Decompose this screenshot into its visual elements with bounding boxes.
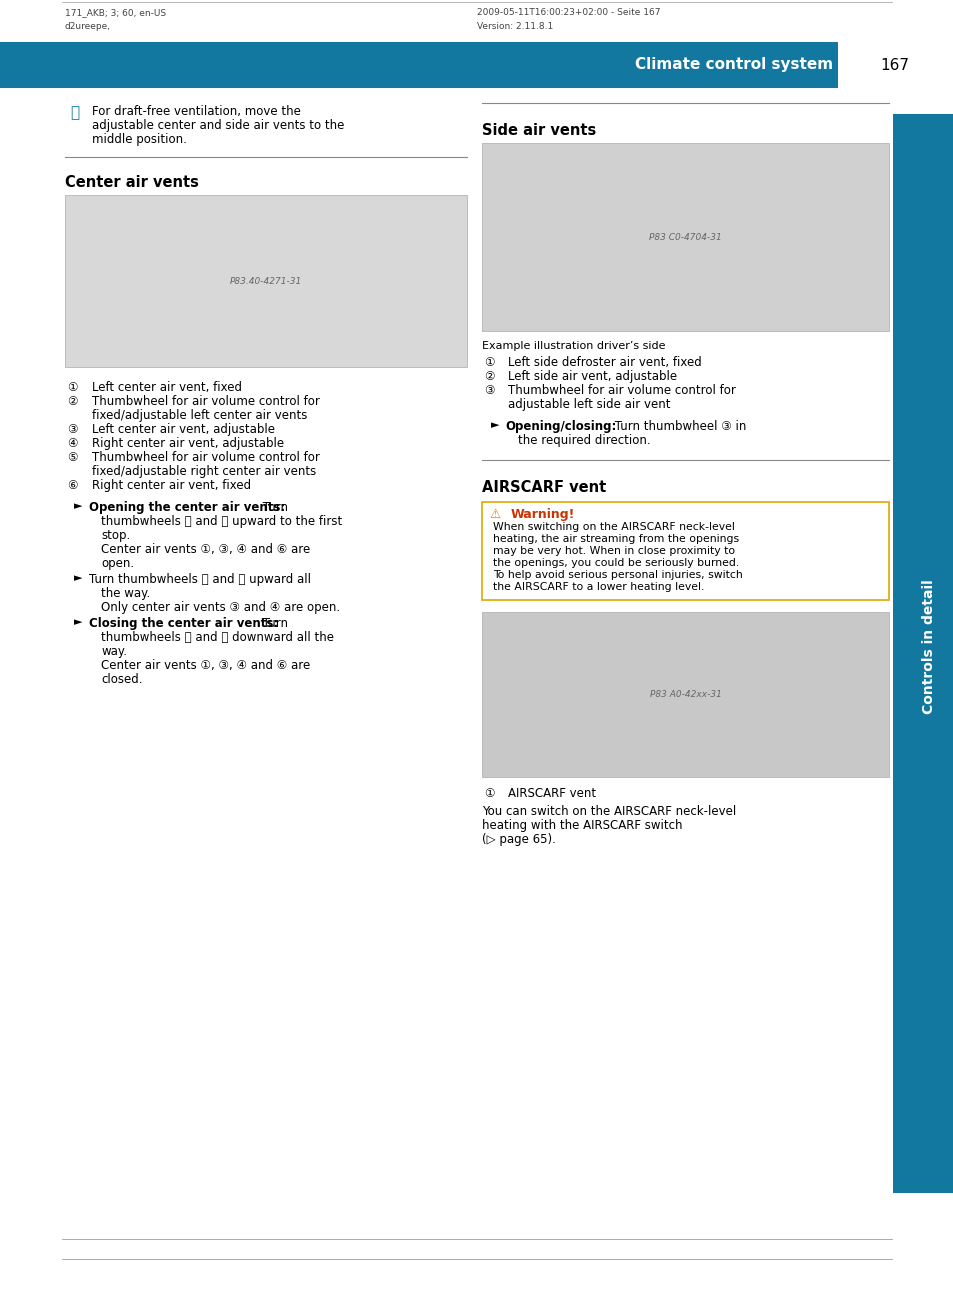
Text: fixed/adjustable right center air vents: fixed/adjustable right center air vents — [91, 465, 315, 477]
Text: stop.: stop. — [101, 529, 131, 542]
Text: Turn thumbwheel ③ in: Turn thumbwheel ③ in — [610, 421, 745, 433]
Text: Example illustration driver’s side: Example illustration driver’s side — [481, 342, 664, 351]
FancyBboxPatch shape — [65, 195, 467, 367]
Text: ⚠: ⚠ — [489, 509, 500, 521]
FancyBboxPatch shape — [837, 41, 953, 88]
Text: Right center air vent, adjustable: Right center air vent, adjustable — [91, 437, 283, 450]
Text: ①: ① — [483, 787, 495, 800]
Text: Center air vents ①, ③, ④ and ⑥ are: Center air vents ①, ③, ④ and ⑥ are — [101, 543, 310, 556]
Text: adjustable center and side air vents to the: adjustable center and side air vents to … — [91, 119, 344, 132]
Text: open.: open. — [101, 556, 134, 569]
Text: ④: ④ — [67, 437, 78, 450]
Text: may be very hot. When in close proximity to: may be very hot. When in close proximity… — [493, 546, 735, 556]
Text: Right center air vent, fixed: Right center air vent, fixed — [91, 479, 251, 492]
Text: AIRSCARF vent: AIRSCARF vent — [481, 480, 605, 496]
FancyBboxPatch shape — [481, 502, 888, 600]
Text: Version: 2.11.8.1: Version: 2.11.8.1 — [476, 22, 553, 31]
Text: For draft-free ventilation, move the: For draft-free ventilation, move the — [91, 105, 300, 118]
FancyBboxPatch shape — [481, 612, 888, 776]
Text: Turn: Turn — [258, 501, 287, 514]
Text: Thumbwheel for air volume control for: Thumbwheel for air volume control for — [91, 452, 319, 465]
Text: the openings, you could be seriously burned.: the openings, you could be seriously bur… — [493, 558, 739, 568]
Text: 171_AKB; 3; 60, en-US: 171_AKB; 3; 60, en-US — [65, 8, 166, 17]
Text: ►: ► — [74, 617, 83, 628]
Text: the AIRSCARF to a lower heating level.: the AIRSCARF to a lower heating level. — [493, 582, 704, 591]
FancyBboxPatch shape — [481, 144, 888, 331]
Text: Thumbwheel for air volume control for: Thumbwheel for air volume control for — [508, 384, 736, 397]
Text: Left center air vent, adjustable: Left center air vent, adjustable — [91, 423, 274, 436]
Text: ⑥: ⑥ — [67, 479, 78, 492]
Text: Center air vents: Center air vents — [65, 175, 198, 190]
Text: Closing the center air vents:: Closing the center air vents: — [89, 617, 277, 630]
Text: closed.: closed. — [101, 673, 143, 686]
Text: Only center air vents ③ and ④ are open.: Only center air vents ③ and ④ are open. — [101, 600, 340, 613]
Text: Warning!: Warning! — [510, 509, 574, 521]
Text: Center air vents ①, ③, ④ and ⑥ are: Center air vents ①, ③, ④ and ⑥ are — [101, 659, 310, 672]
Text: ①: ① — [483, 356, 495, 369]
Text: thumbwheels Ⓐ and Ⓔ downward all the: thumbwheels Ⓐ and Ⓔ downward all the — [101, 631, 334, 644]
Text: To help avoid serious personal injuries, switch: To help avoid serious personal injuries,… — [493, 569, 742, 580]
Text: adjustable left side air vent: adjustable left side air vent — [508, 399, 670, 411]
Text: ③: ③ — [483, 384, 495, 397]
Text: Thumbwheel for air volume control for: Thumbwheel for air volume control for — [91, 395, 319, 408]
Text: Left side defroster air vent, fixed: Left side defroster air vent, fixed — [508, 356, 701, 369]
Text: ►: ► — [74, 501, 83, 511]
Text: middle position.: middle position. — [91, 133, 186, 146]
Text: Side air vents: Side air vents — [481, 123, 596, 138]
Text: ①: ① — [67, 380, 78, 393]
Text: Left center air vent, fixed: Left center air vent, fixed — [91, 380, 241, 393]
Text: Turn: Turn — [258, 617, 287, 630]
FancyBboxPatch shape — [892, 114, 953, 1193]
Text: When switching on the AIRSCARF neck-level: When switching on the AIRSCARF neck-leve… — [493, 521, 735, 532]
Text: d2ureepe,: d2ureepe, — [65, 22, 111, 31]
Text: AIRSCARF vent: AIRSCARF vent — [508, 787, 596, 800]
Text: ②: ② — [67, 395, 78, 408]
Text: heating with the AIRSCARF switch: heating with the AIRSCARF switch — [481, 819, 681, 832]
Text: ►: ► — [74, 573, 83, 584]
Text: 2009-05-11T16:00:23+02:00 - Seite 167: 2009-05-11T16:00:23+02:00 - Seite 167 — [476, 8, 659, 17]
Text: ③: ③ — [67, 423, 78, 436]
Text: the required direction.: the required direction. — [517, 433, 650, 446]
Text: the way.: the way. — [101, 587, 151, 600]
Text: Left side air vent, adjustable: Left side air vent, adjustable — [508, 370, 677, 383]
Text: You can switch on the AIRSCARF neck-level: You can switch on the AIRSCARF neck-leve… — [481, 805, 736, 818]
Text: 167: 167 — [880, 57, 908, 72]
Text: P83.40-4271-31: P83.40-4271-31 — [230, 277, 302, 286]
Text: ②: ② — [483, 370, 495, 383]
Text: Opening the center air vents:: Opening the center air vents: — [89, 501, 285, 514]
Text: ►: ► — [491, 421, 499, 430]
Text: fixed/adjustable left center air vents: fixed/adjustable left center air vents — [91, 409, 307, 422]
Text: Turn thumbwheels Ⓐ and Ⓔ upward all: Turn thumbwheels Ⓐ and Ⓔ upward all — [89, 573, 311, 586]
Text: (▷ page 65).: (▷ page 65). — [481, 833, 555, 846]
Text: Controls in detail: Controls in detail — [922, 580, 935, 714]
Text: Opening/closing:: Opening/closing: — [505, 421, 617, 433]
Text: thumbwheels Ⓐ and Ⓔ upward to the first: thumbwheels Ⓐ and Ⓔ upward to the first — [101, 515, 342, 528]
Text: way.: way. — [101, 644, 127, 659]
Text: ⓘ: ⓘ — [70, 105, 79, 120]
FancyBboxPatch shape — [0, 41, 953, 88]
Text: heating, the air streaming from the openings: heating, the air streaming from the open… — [493, 534, 739, 543]
Text: P83 A0-42xx-31: P83 A0-42xx-31 — [649, 690, 720, 699]
Text: P83 C0-4704-31: P83 C0-4704-31 — [648, 233, 721, 242]
Text: Climate control system: Climate control system — [634, 57, 832, 72]
Text: ⑤: ⑤ — [67, 452, 78, 465]
